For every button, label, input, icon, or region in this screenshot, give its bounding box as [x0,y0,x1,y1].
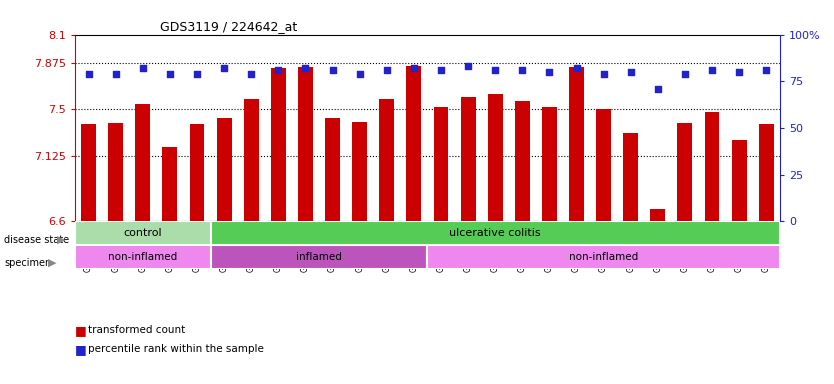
Bar [352,122,367,221]
Bar [434,107,449,221]
Text: inflamed: inflamed [296,252,342,262]
Bar [731,141,746,221]
Bar [406,66,421,221]
Point [272,67,285,73]
Text: specimen: specimen [4,258,52,268]
Text: non-inflamed: non-inflamed [569,252,638,262]
Point [489,67,502,73]
Bar [298,67,313,221]
Text: non-inflamed: non-inflamed [108,252,178,262]
Bar [428,245,780,269]
Point [678,71,691,77]
Point [82,71,95,77]
Bar [705,112,720,221]
Text: ulcerative colitis: ulcerative colitis [450,228,541,238]
Text: GDS3119 / 224642_at: GDS3119 / 224642_at [159,20,297,33]
Bar [163,147,178,221]
Bar [75,245,210,269]
Bar [244,99,259,221]
Point [353,71,366,77]
Point [515,67,529,73]
Point [597,71,610,77]
Point [407,65,420,71]
Bar [759,124,774,221]
Point [435,67,448,73]
Bar [677,123,692,221]
Bar [325,118,340,221]
Point [326,67,339,73]
Bar [515,101,530,221]
Bar [651,209,666,221]
Bar [379,99,394,221]
Point [543,69,556,75]
Text: ■: ■ [75,343,87,356]
Point [461,63,475,70]
Bar [217,118,232,221]
Point [244,71,258,77]
Point [218,65,231,71]
Bar [623,133,638,221]
Point [760,67,773,73]
Bar [189,124,204,221]
Bar [569,67,584,221]
Bar [210,245,428,269]
Bar [542,107,557,221]
Point [136,65,149,71]
Text: ▶: ▶ [57,235,65,245]
Point [163,71,177,77]
Text: control: control [123,228,162,238]
Bar [75,221,210,245]
Point [190,71,203,77]
Point [732,69,746,75]
Point [299,65,312,71]
Point [109,71,123,77]
Text: transformed count: transformed count [88,325,185,335]
Bar [81,124,96,221]
Point [706,67,719,73]
Bar [271,68,286,221]
Point [570,65,583,71]
Text: ▶: ▶ [48,258,57,268]
Point [624,69,637,75]
Bar [135,104,150,221]
Bar [108,123,123,221]
Point [380,67,394,73]
Text: ■: ■ [75,324,87,337]
Bar [488,94,503,221]
Text: disease state: disease state [4,235,69,245]
Text: percentile rank within the sample: percentile rank within the sample [88,344,264,354]
Bar [460,97,475,221]
Bar [596,109,611,221]
Point [651,86,665,92]
Bar [210,221,780,245]
